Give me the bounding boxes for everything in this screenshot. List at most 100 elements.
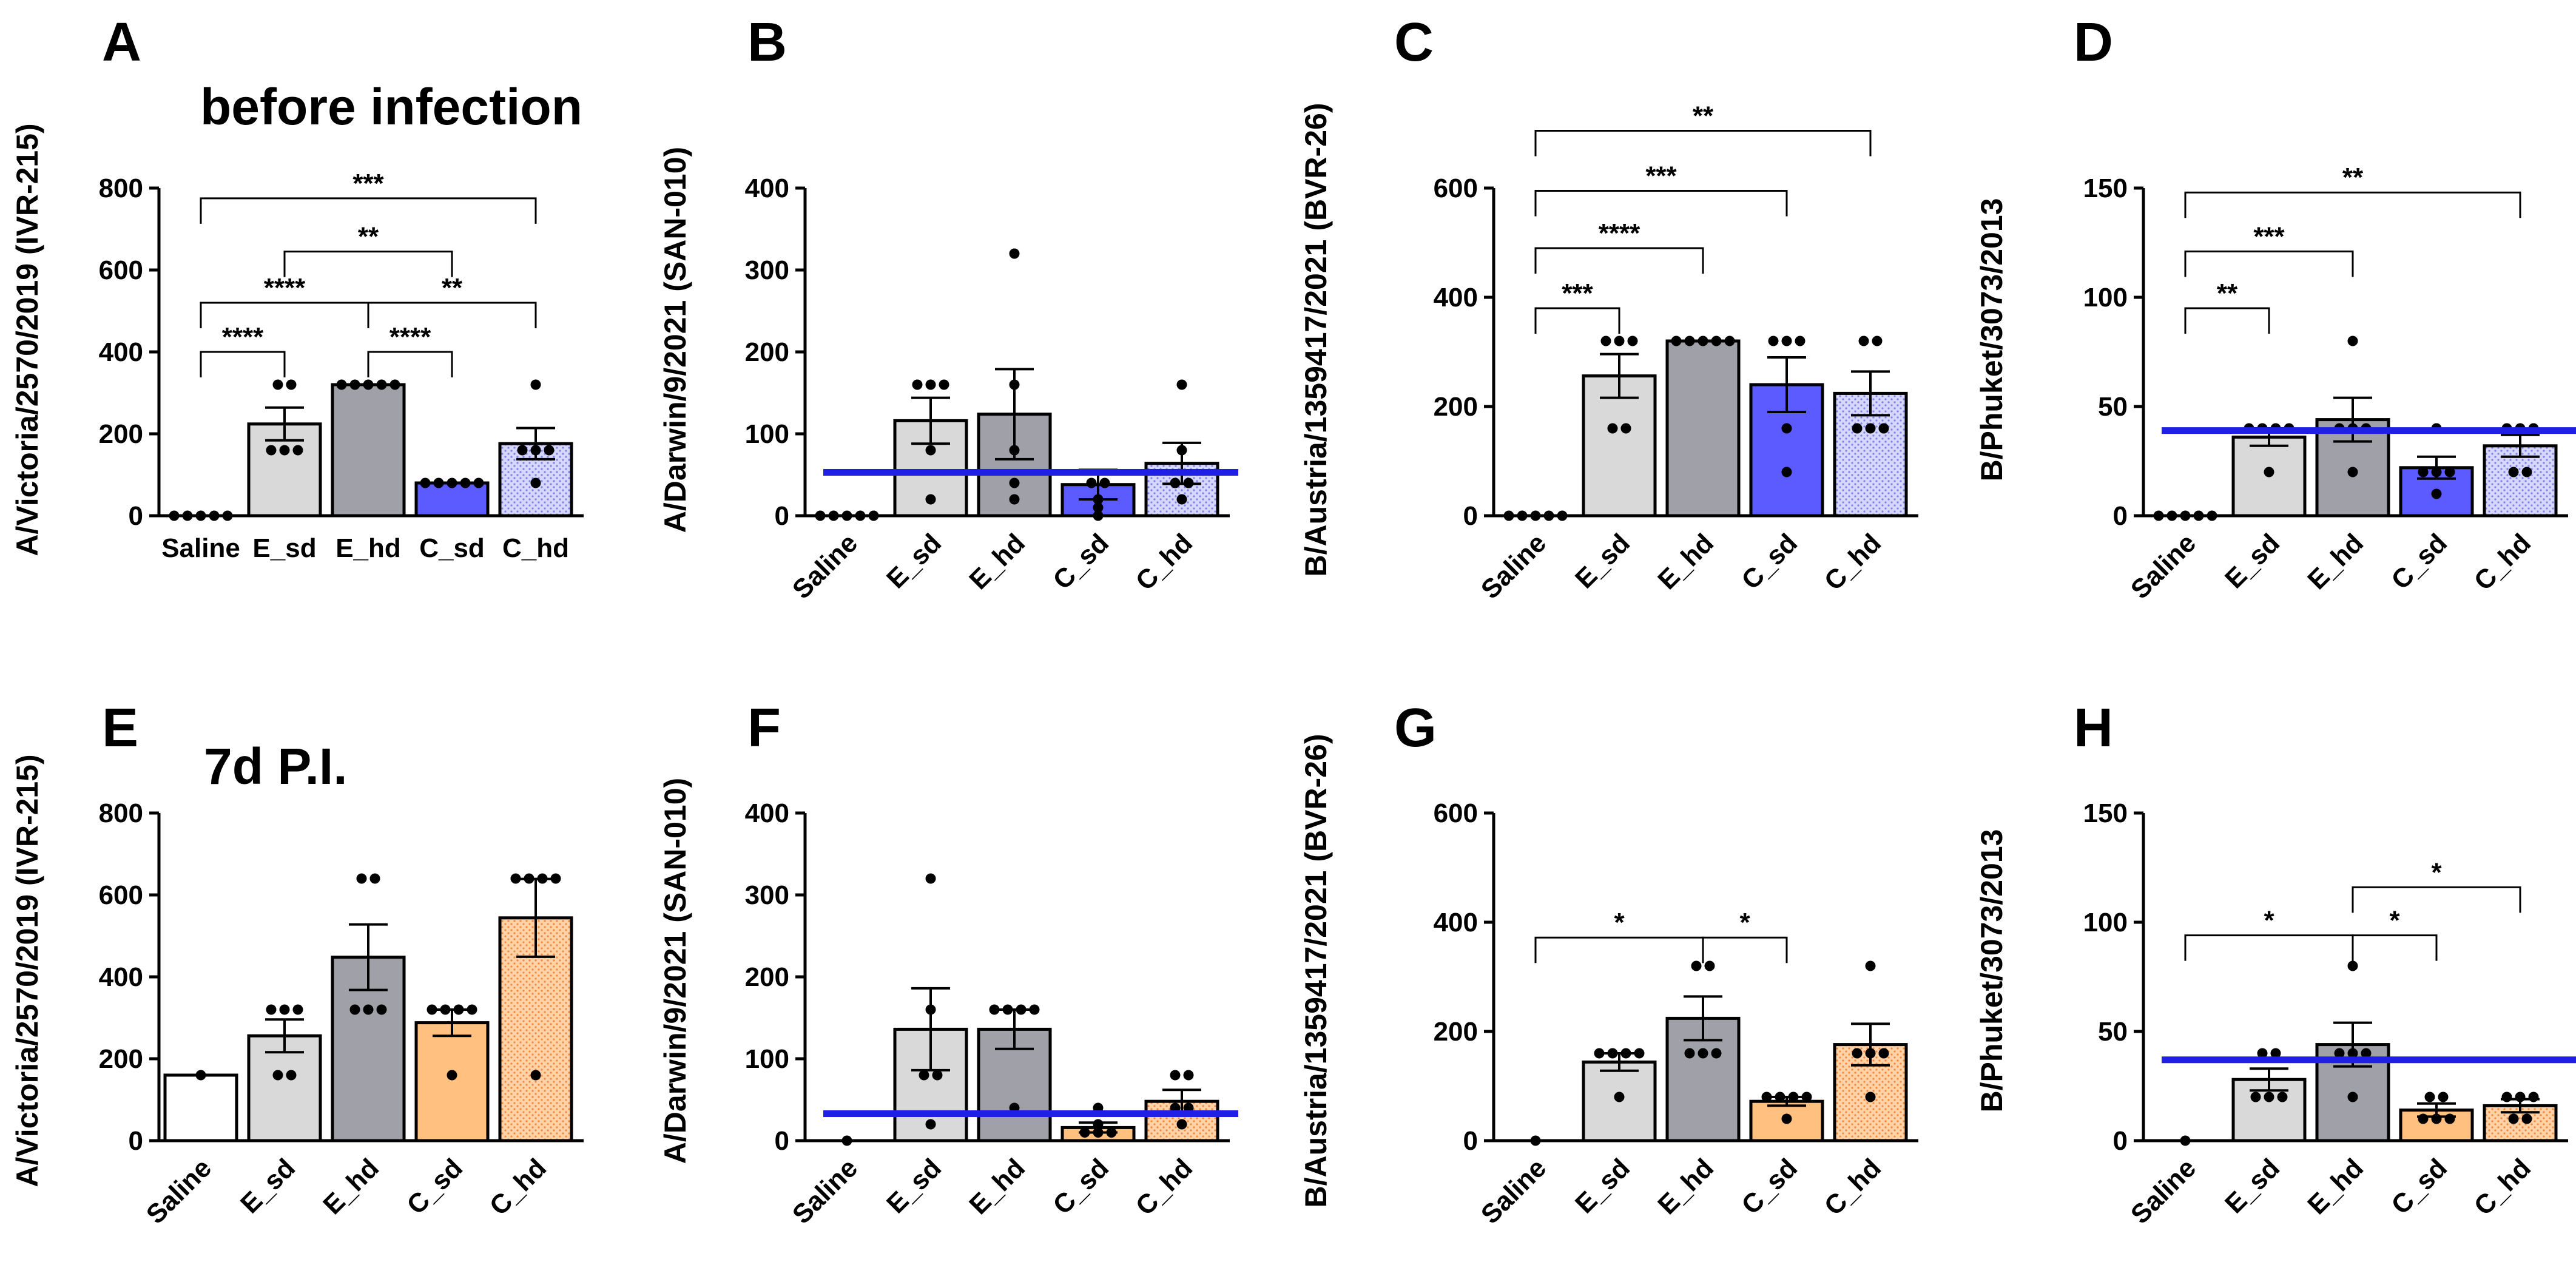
significance-bracket [2184,191,2521,218]
data-point [2431,1113,2442,1124]
data-point [1781,1113,1792,1124]
data-point [266,445,277,456]
data-point [1176,379,1187,390]
y-tick-label: 400 [1434,908,1478,937]
panel-letter: B [747,12,787,73]
significance-bracket [2352,886,2521,913]
x-tick-label: C_hd [2469,528,2537,596]
data-point [453,1004,464,1015]
significance-bracket [2184,250,2354,277]
data-point [925,873,936,884]
y-tick-label: 100 [2083,283,2128,312]
significance-bracket [1534,190,1788,217]
panel-a: A A/Victoria/2570/2019 (IVR-215) 0 200 400 60… [10,12,584,563]
data-point [1176,1119,1187,1130]
panel-letter: F [747,698,781,758]
significance-bracket [1702,936,1788,963]
bar-saline [163,1073,238,1142]
significance-bracket [1534,130,1872,157]
panel-letter: H [2074,698,2113,758]
data-point [855,510,866,521]
data-point [440,1004,451,1015]
data-point [1530,510,1541,521]
data-point [473,478,484,488]
data-point [530,478,541,488]
y-tick-label: 0 [1463,501,1478,531]
x-tick-label: C_sd [1736,528,1803,595]
data-point [1684,1048,1695,1059]
y-tick-label: 600 [1434,798,1478,828]
data-point [363,1004,374,1015]
significance-stars: *** [2253,221,2285,251]
significance-stars: ** [2342,163,2364,192]
x-tick-label: C_sd [1047,528,1114,595]
y-axis-label: B/Phuket/3073/2013 [1975,829,2009,1113]
panel-f: F A/Darwin/9/2021 (SAN-010) 0 100 200 300 400 S… [658,698,1238,1230]
data-point [376,1004,387,1015]
data-point [1614,336,1625,346]
y-tick-label: 600 [99,255,143,285]
x-tick-label: Saline [787,1153,863,1229]
y-tick-label: 400 [1434,283,1478,312]
data-point [868,510,879,521]
x-tick-label: E_hd [2302,1153,2369,1220]
data-point [2444,467,2455,478]
bar-e_sd [1582,374,1657,518]
data-point [925,1004,936,1015]
data-point [1781,467,1792,478]
data-point [1858,336,1869,346]
data-point [420,478,431,488]
significance-bracket [1534,936,1704,963]
data-point [286,1070,297,1081]
data-point [349,1004,360,1015]
x-tick-label: E_sd [235,1153,301,1219]
significance-stars: **** [389,322,431,352]
data-point [1781,423,1792,434]
data-point [1517,510,1528,521]
significance-stars: ** [1693,101,1714,131]
data-point [530,1070,541,1081]
data-point [1865,423,1876,434]
data-point [2180,510,2191,521]
significance-stars: ** [442,273,463,303]
data-point [2264,1092,2274,1102]
y-tick-label: 400 [745,798,789,828]
data-point [932,1070,943,1081]
data-point [1183,478,1194,488]
data-point [1801,1092,1812,1102]
x-tick-label: Saline [141,1153,217,1229]
data-point [1170,478,1181,488]
data-point [272,379,283,390]
data-point [925,445,936,456]
data-point [2528,1092,2539,1102]
bar-c_hd [1833,391,1908,518]
y-tick-label: 200 [1434,392,1478,422]
y-tick-label: 50 [2098,392,2128,422]
x-tick-label: Saline [787,528,863,604]
y-tick-label: 100 [745,419,789,449]
data-point [2521,467,2532,478]
significance-stars: **** [264,273,306,303]
y-tick-label: 200 [745,337,789,367]
x-tick-label: E_sd [881,528,947,594]
x-tick-label: C_hd [2469,1153,2537,1221]
y-tick-label: 300 [745,255,789,285]
panel-b: B A/Darwin/9/2021 (SAN-010) 0 100 200 300 400 S… [658,12,1238,605]
data-point [1009,248,1020,259]
data-point [1016,1004,1027,1015]
data-point [1768,336,1779,346]
x-tick-label: E_sd [1570,528,1636,594]
data-point [1106,1127,1117,1138]
x-tick-label: C_hd [1130,1153,1198,1221]
significance-bracket [1534,247,1704,274]
data-point [182,510,193,521]
y-tick-label: 400 [99,337,143,367]
data-point [925,1119,936,1130]
x-tick-label: Saline [161,533,240,563]
data-point [2521,1113,2532,1124]
significance-bracket [200,197,537,224]
x-tick-label: E_hd [317,1153,385,1220]
significance-stars: ** [358,222,379,252]
data-point [1079,1127,1090,1138]
data-point [1093,1119,1104,1130]
